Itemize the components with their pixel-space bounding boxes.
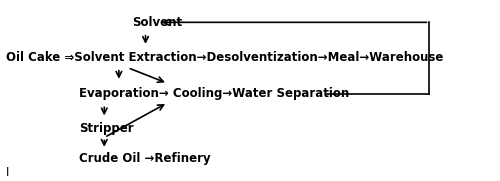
Text: Oil Cake ⇒Solvent Extraction→Desolventization→Meal→Warehouse: Oil Cake ⇒Solvent Extraction→Desolventiz… [6, 51, 443, 64]
Text: Stripper: Stripper [79, 122, 134, 135]
Text: Solvent: Solvent [132, 16, 182, 29]
Text: Crude Oil →Refinery: Crude Oil →Refinery [79, 152, 210, 165]
Text: Evaporation→ Cooling→Water Separation: Evaporation→ Cooling→Water Separation [79, 87, 349, 100]
Text: I: I [6, 166, 9, 179]
